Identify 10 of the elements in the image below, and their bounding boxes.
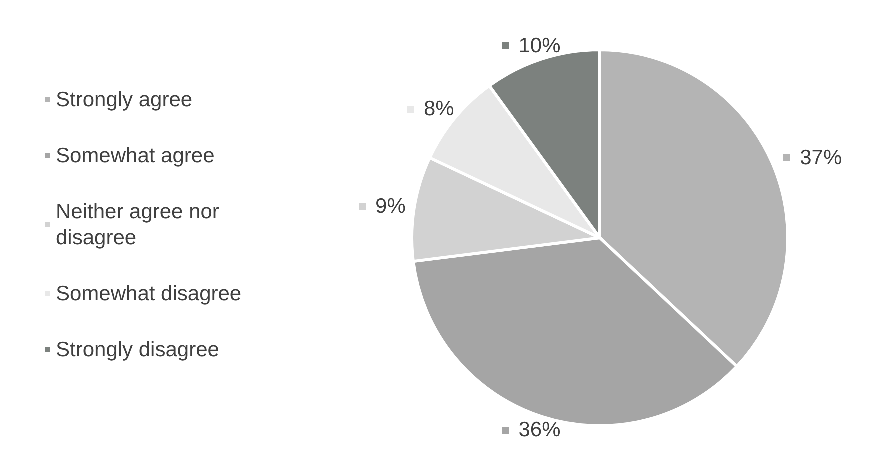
data-label: 9%: [376, 194, 406, 218]
data-label: 36%: [518, 418, 561, 442]
data-label: 10%: [518, 34, 561, 58]
legend-label: Somewhat agree: [56, 144, 215, 168]
legend-label: Somewhat disagree: [56, 282, 242, 306]
data-label: 8%: [424, 98, 454, 121]
legend-label: Strongly disagree: [56, 338, 220, 362]
data-label: 37%: [800, 146, 842, 170]
legend-label: Strongly agree: [56, 88, 193, 112]
legend-label: Neither agree nor disagree: [56, 200, 226, 250]
